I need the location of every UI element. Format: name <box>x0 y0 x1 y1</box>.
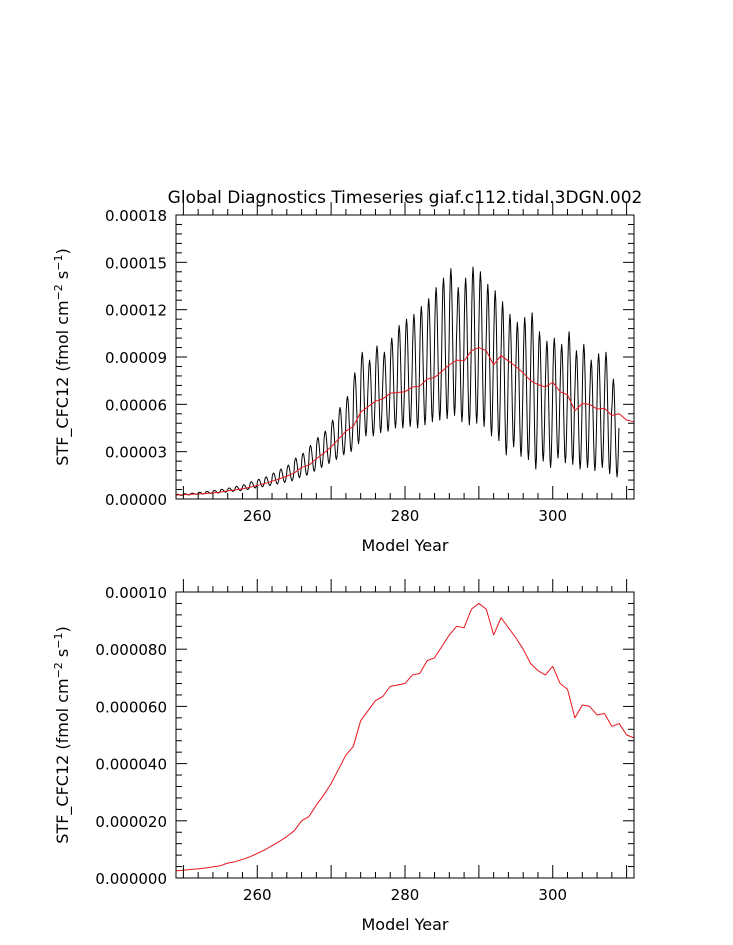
x-tick-labels: 260 280 300 <box>243 507 567 525</box>
y-axis-label: STF_CFC12 (fmol cm−2 s−1) <box>52 626 74 843</box>
y-tick-label: 0.00006 <box>105 396 167 414</box>
y-axis-label-main: STF_CFC12 (fmol cm <box>53 678 73 843</box>
y-tick-label: 0.00000 <box>105 491 167 509</box>
y-axis-label: STF_CFC12 (fmol cm−2 s−1) <box>52 248 74 465</box>
x-tick-label: 260 <box>243 507 272 525</box>
y-axis-label-exp2: −1 <box>52 633 65 649</box>
y-axis-label-exp2: −1 <box>52 255 65 271</box>
x-tick-label: 280 <box>391 507 420 525</box>
y-tick-label: 0.00012 <box>105 302 167 320</box>
y-axis-label-end: ) <box>53 248 72 254</box>
axis-ticks <box>176 202 634 500</box>
axis-ticks <box>176 579 634 879</box>
figure-title: Global Diagnostics Timeseries giaf.c112.… <box>168 188 643 208</box>
x-tick-label: 300 <box>538 507 567 525</box>
timeseries-panel-monthly-annual: 0.00000 0.00003 0.00006 0.00009 0.00012 0.000… <box>52 202 635 555</box>
y-tick-label: 0.000060 <box>95 698 167 716</box>
y-tick-label: 0.00018 <box>105 207 167 225</box>
y-tick-label: 0.000020 <box>95 813 167 831</box>
y-tick-labels: 0.00000 0.00003 0.00006 0.00009 0.00012 0.000… <box>105 207 167 509</box>
y-tick-label: 0.000040 <box>95 756 167 774</box>
plot-frame <box>175 214 635 500</box>
x-tick-label: 260 <box>243 886 272 904</box>
y-tick-label: 0.000080 <box>95 641 167 659</box>
y-axis-label-mid: s <box>53 271 72 284</box>
y-tick-label: 0.00009 <box>105 349 167 367</box>
x-axis-label: Model Year <box>362 915 449 934</box>
x-tick-label: 300 <box>538 886 567 904</box>
annual-series-line <box>175 602 635 872</box>
y-tick-label: 0.000000 <box>95 870 167 888</box>
y-axis-label-mid: s <box>53 649 72 662</box>
y-tick-label: 0.00003 <box>105 444 167 462</box>
y-tick-labels: 0.000000 0.000020 0.000040 0.000060 0.000080… <box>95 584 167 888</box>
x-tick-label: 280 <box>391 886 420 904</box>
y-axis-label-exp1: −2 <box>52 662 65 678</box>
x-tick-labels: 260 280 300 <box>243 886 567 904</box>
monthly-series-group <box>176 266 620 496</box>
monthly-series-line <box>176 266 620 496</box>
y-axis-label-end: ) <box>53 626 72 632</box>
annual-series-group <box>175 347 635 496</box>
x-axis-label: Model Year <box>362 536 449 555</box>
y-axis-label-main: STF_CFC12 (fmol cm <box>53 300 73 465</box>
annual-series-group <box>175 602 635 872</box>
y-axis-label-exp1: −2 <box>52 284 65 300</box>
y-tick-label: 0.00010 <box>105 584 167 602</box>
timeseries-panel-annual: 0.000000 0.000020 0.000040 0.000060 0.000080… <box>52 579 635 934</box>
annual-series-line <box>175 347 635 496</box>
plot-frame <box>175 591 635 879</box>
y-tick-label: 0.00015 <box>105 254 167 272</box>
